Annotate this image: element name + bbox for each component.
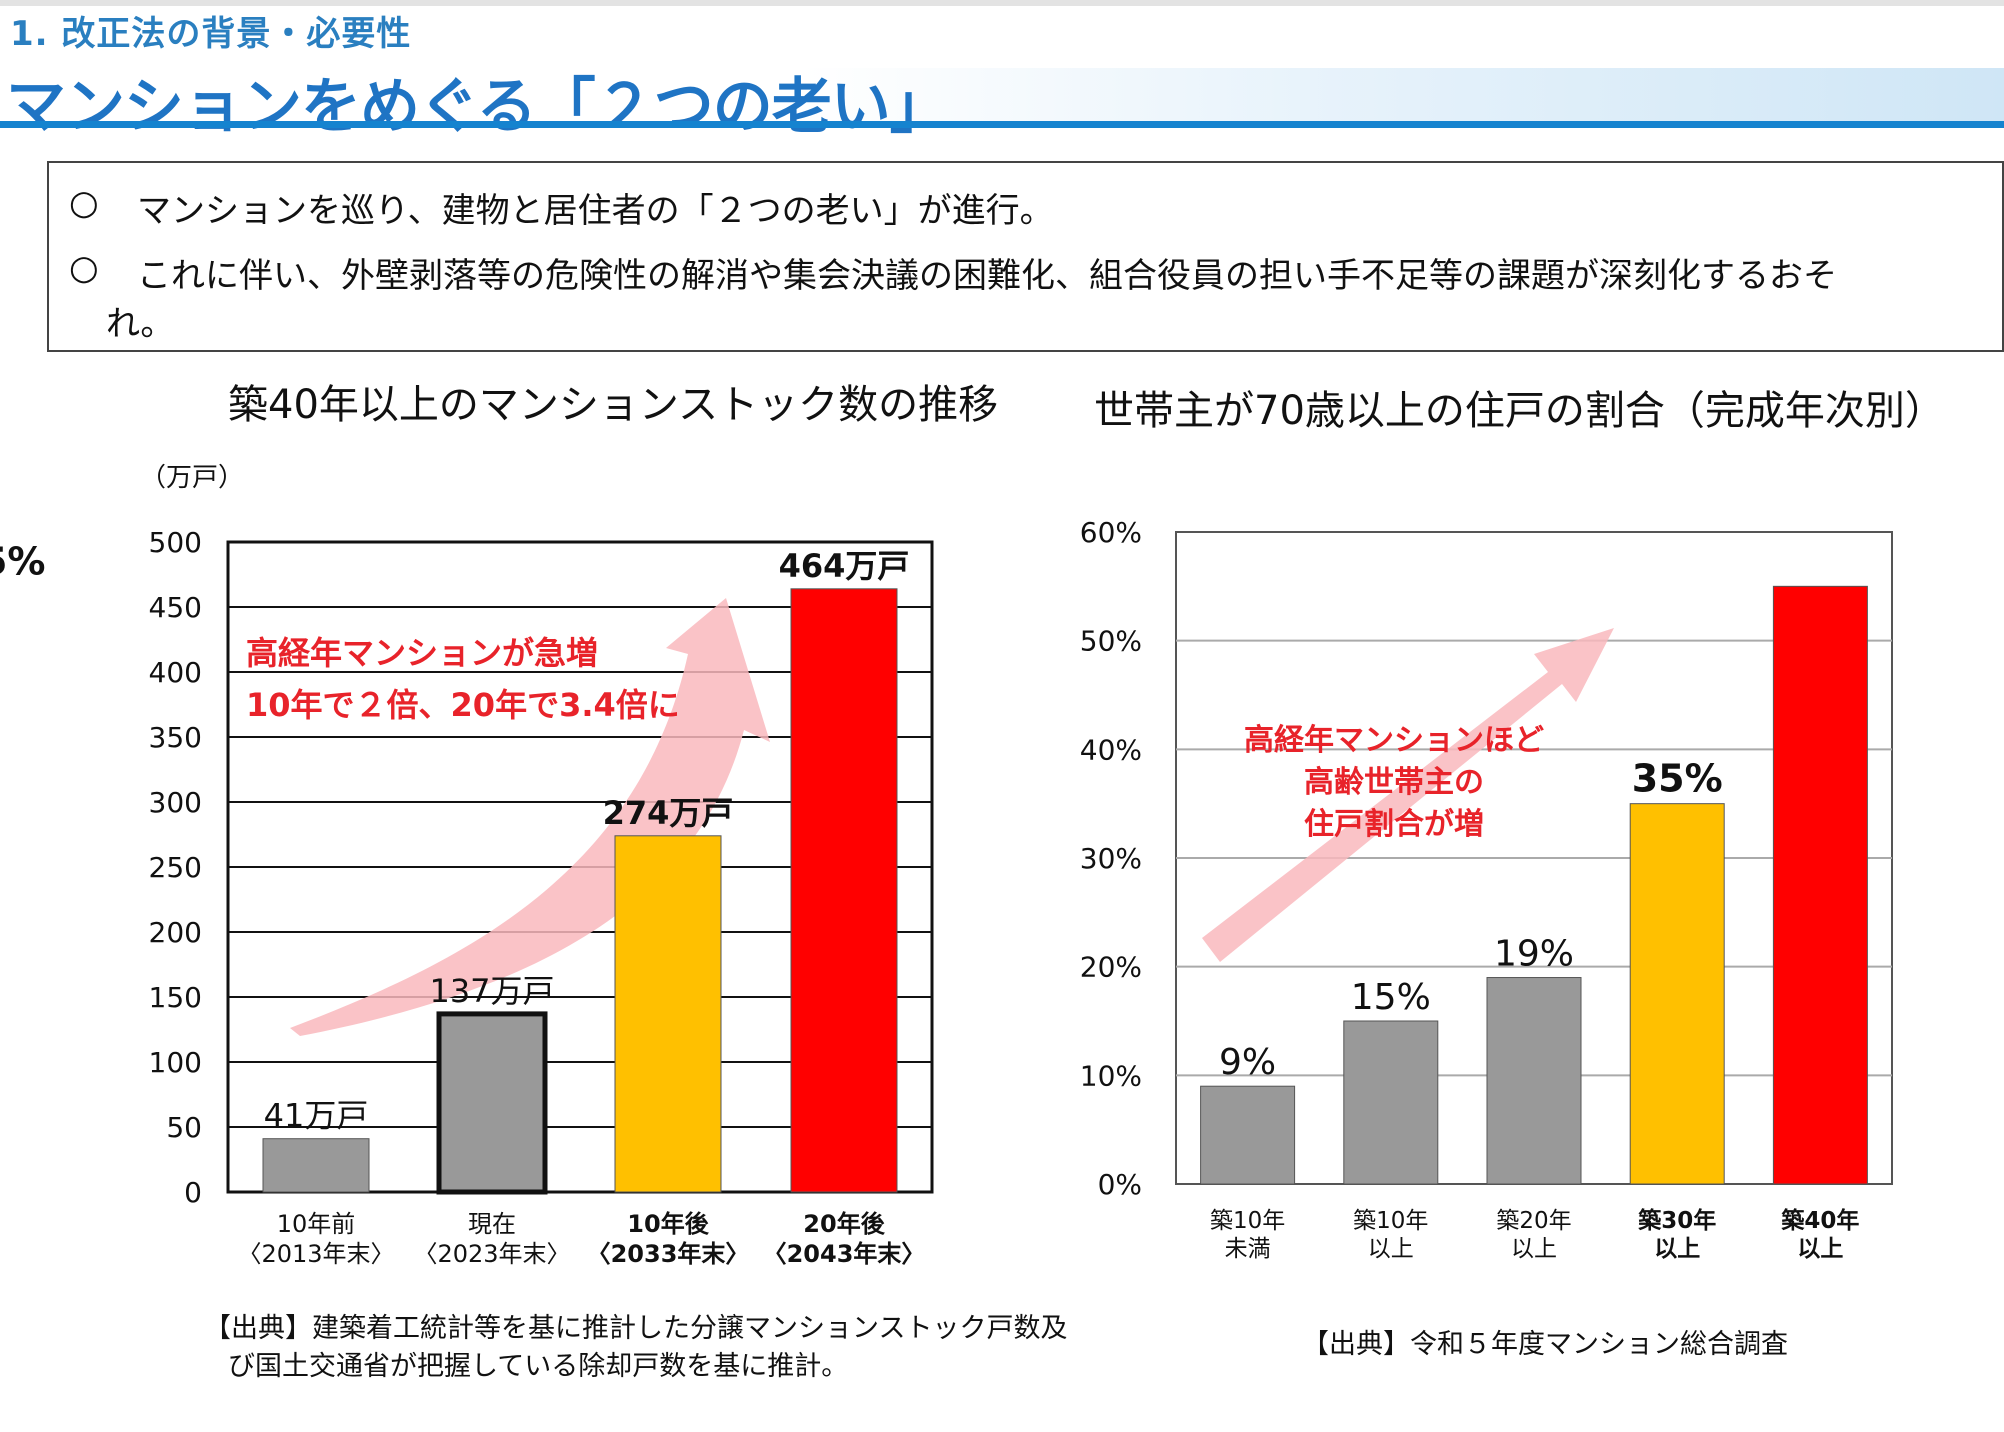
x-category-label: 未満 [1225, 1236, 1271, 1262]
top-border [0, 0, 2004, 6]
y-tick-label: 60% [1080, 516, 1142, 549]
x-category-label: 以上 [1368, 1236, 1414, 1262]
y-tick-label: 500 [149, 526, 202, 559]
annotation-text: 高経年マンションほど [1244, 723, 1544, 758]
annotation-text: 高齢世帯主の [1304, 765, 1484, 800]
title-rule [0, 121, 2004, 128]
trend-arrow [290, 598, 770, 1036]
x-category-label: 以上 [1654, 1236, 1700, 1262]
y-axis-unit-label: （万戸） [140, 463, 244, 493]
bullet-text-continuation: れ。 [106, 304, 175, 344]
bullet-mark: ○ [69, 248, 99, 288]
x-category-label: 20年後 [803, 1210, 885, 1238]
x-category-label: 以上 [1511, 1236, 1557, 1262]
y-tick-label: 30% [1080, 842, 1142, 875]
y-tick-label: 450 [149, 591, 202, 624]
y-tick-label: 50 [166, 1111, 202, 1144]
data-label: 464万戸 [779, 547, 910, 585]
y-tick-label: 200 [149, 916, 202, 949]
x-category-label: 10年後 [627, 1210, 709, 1238]
bar [1772, 585, 1868, 1185]
bullet-text: マンションを巡り、建物と居住者の「２つの老い」が進行。 [137, 191, 1054, 231]
x-category-label: 以上 [1797, 1236, 1843, 1262]
y-tick-label: 250 [149, 851, 202, 884]
bullet-mark: ○ [69, 183, 99, 223]
y-tick-label: 400 [149, 656, 202, 689]
data-label: 19% [1494, 934, 1574, 975]
chart-1-source: 【出典】建築着工統計等を基に推計した分譲マンションストック戸数及 び国土交通省が… [204, 1310, 1067, 1386]
bar [436, 1011, 548, 1195]
data-label: 15% [1351, 977, 1431, 1018]
bar [1200, 1085, 1296, 1185]
data-label: 137万戸 [429, 972, 554, 1010]
section-label: 1. 改正法の背景・必要性 [10, 14, 412, 54]
bar [1486, 977, 1582, 1185]
bar [1343, 1020, 1439, 1185]
x-category-label: 築10年 [1210, 1208, 1285, 1234]
annotation-text: 10年で２倍、20年で3.4倍に [246, 686, 680, 724]
x-category-label: 築20年 [1496, 1208, 1571, 1234]
y-tick-label: 20% [1080, 951, 1142, 984]
y-tick-label: 40% [1080, 733, 1142, 766]
y-tick-label: 150 [149, 981, 202, 1014]
trend-arrow [1202, 628, 1614, 962]
x-category-label: 〈2013年末〉 [237, 1240, 394, 1268]
data-label: 274万戸 [603, 794, 734, 832]
page-title: マンションをめぐる「２つの老い」 [6, 72, 950, 142]
source-line: び国土交通省が把握している除却戸数を基に推計。 [228, 1351, 849, 1382]
bar [1629, 803, 1725, 1185]
bar [790, 588, 898, 1193]
chart-2-source: 【出典】令和５年度マンション総合調査 [1302, 1326, 1788, 1364]
y-tick-label: 300 [149, 786, 202, 819]
title-band [0, 68, 2004, 126]
bullet-text: これに伴い、外壁剥落等の危険性の解消や集会決議の困難化、組合役員の担い手不足等の… [137, 256, 1837, 296]
source-line: 【出典】令和５年度マンション総合調査 [1302, 1329, 1788, 1360]
annotation-text: 高経年マンションが急増 [246, 634, 598, 672]
data-label: 35% [1632, 757, 1723, 801]
x-category-label: 現在 [468, 1210, 516, 1238]
x-category-label: 築30年 [1637, 1207, 1716, 1234]
y-tick-label: 50% [1080, 625, 1142, 658]
source-line: 【出典】建築着工統計等を基に推計した分譲マンションストック戸数及 [204, 1313, 1068, 1344]
x-category-label: 10年前 [277, 1210, 356, 1238]
annotation-text: 住戸割合が増 [1304, 807, 1484, 842]
data-label: 55% [0, 539, 45, 583]
x-category-label: 築40年 [1780, 1207, 1859, 1234]
chart-2-title: 世帯主が70歳以上の住戸の割合（完成年次別） [1094, 388, 1945, 434]
y-tick-label: 350 [149, 721, 202, 754]
y-tick-label: 100 [149, 1046, 202, 1079]
y-tick-label: 0% [1098, 1168, 1142, 1201]
y-tick-label: 0 [184, 1176, 202, 1209]
chart-1-title: 築40年以上のマンションストック数の推移 [228, 382, 999, 428]
stock-chart: 0 50 100 150 200 250 300 350 400 450 500 （万戸） 41万戸 10… [140, 463, 934, 1268]
data-label: 41万戸 [264, 1097, 369, 1135]
x-category-label: 〈2033年末〉 [587, 1240, 750, 1268]
x-category-label: 〈2043年末〉 [763, 1240, 926, 1268]
data-label: 9% [1219, 1042, 1276, 1083]
bar [262, 1138, 370, 1193]
ratio-chart: 0%10%20%30%40%50%60%9%築10年未満15%築10年以上19%… [0, 516, 1893, 1262]
x-category-label: 〈2023年末〉 [413, 1240, 570, 1268]
y-tick-label: 10% [1080, 1059, 1142, 1092]
summary-box: ○ マンションを巡り、建物と居住者の「２つの老い」が進行。 ○ これに伴い、外壁… [47, 161, 2004, 352]
bar [614, 835, 722, 1193]
x-category-label: 築10年 [1353, 1208, 1428, 1234]
